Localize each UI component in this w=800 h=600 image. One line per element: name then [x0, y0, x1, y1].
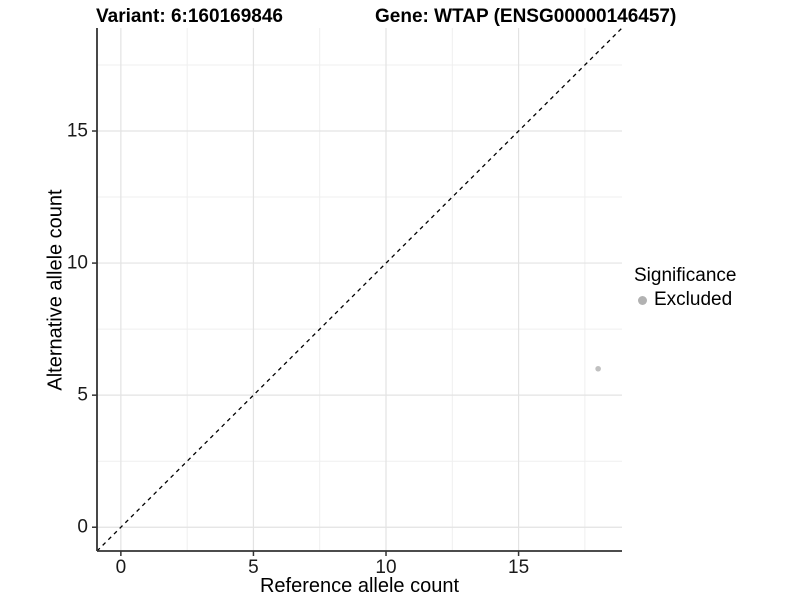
data-point	[595, 365, 601, 372]
variant-title: Variant: 6:160169846	[96, 6, 283, 27]
x-tick-label: 5	[248, 557, 259, 578]
y-tick-label: 5	[77, 384, 88, 406]
y-tick-label: 15	[66, 120, 88, 142]
y-tick-label: 0	[77, 516, 88, 538]
x-tick-label: 15	[508, 557, 530, 578]
plot-canvas	[92, 27, 623, 556]
legend: Significance Excluded	[634, 265, 736, 311]
x-tick-label: 10	[375, 557, 397, 578]
plot-panel	[92, 27, 623, 556]
legend-item-excluded: Excluded	[634, 289, 736, 311]
excluded-point-icon	[638, 295, 647, 305]
x-tick-label: 0	[115, 557, 127, 578]
x-axis-title: Reference allele count	[259, 575, 459, 597]
y-tick-label: 10	[66, 252, 88, 274]
legend-title: Significance	[634, 265, 737, 286]
gene-title: Gene: WTAP (ENSG00000146457)	[375, 6, 677, 27]
y-axis-title: Alternative allele count	[44, 189, 67, 391]
identity-line	[96, 27, 623, 552]
legend-item-label: Excluded	[654, 289, 733, 310]
